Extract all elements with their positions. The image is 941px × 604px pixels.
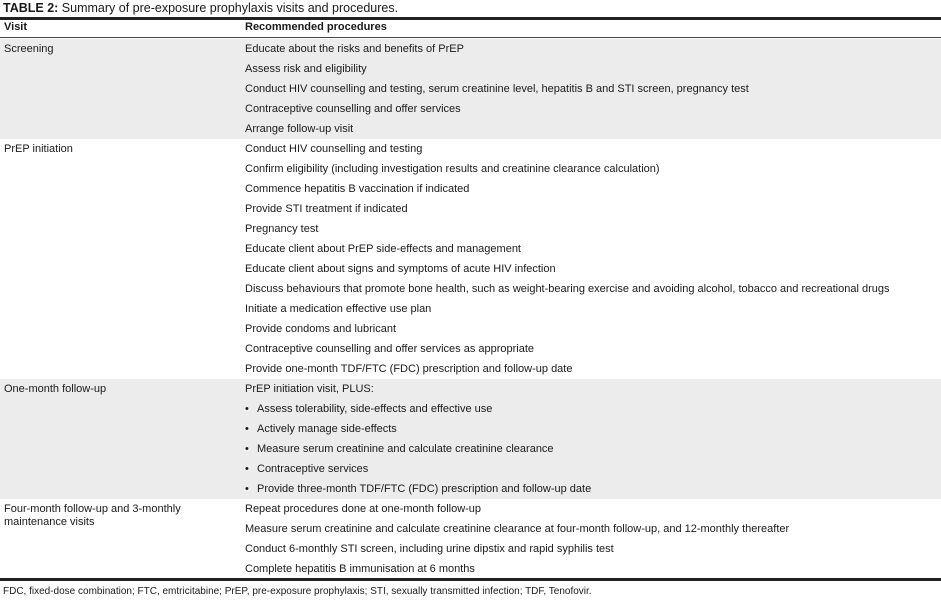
procedure-text: Assess tolerability, side-effects and ef… xyxy=(257,403,493,415)
caption-text: Summary of pre-exposure prophylaxis visi… xyxy=(58,1,399,15)
table-row-group: Four-month follow-up and 3-monthly maint… xyxy=(0,499,941,579)
procedure-text: Arrange follow-up visit xyxy=(245,123,354,135)
bottom-rule xyxy=(0,578,941,581)
procedure-item: Conduct 6-monthly STI screen, including … xyxy=(245,539,789,559)
bullet-icon: • xyxy=(245,463,249,475)
visit-cell: Screening xyxy=(4,43,54,55)
procedure-item: • Actively manage side-effects xyxy=(245,419,591,439)
procedure-text: Contraceptive counselling and offer serv… xyxy=(245,103,461,115)
procedure-text: Educate client about signs and symptoms … xyxy=(245,263,556,275)
procedure-text: Conduct HIV counselling and testing, ser… xyxy=(245,83,749,95)
procedure-text: Confirm eligibility (including investiga… xyxy=(245,163,660,175)
bullet-icon: • xyxy=(245,403,249,415)
procedure-text: Actively manage side-effects xyxy=(257,423,397,435)
procedure-text: Measure serum creatinine and calculate c… xyxy=(257,443,554,455)
procedure-text: Conduct HIV counselling and testing xyxy=(245,143,423,155)
procedure-item: Confirm eligibility (including investiga… xyxy=(245,159,890,179)
procedure-item: Contraceptive counselling and offer serv… xyxy=(245,99,749,119)
procedure-item: Provide STI treatment if indicated xyxy=(245,199,890,219)
procedure-item: • Assess tolerability, side-effects and e… xyxy=(245,399,591,419)
procedure-text: Discuss behaviours that promote bone hea… xyxy=(245,283,890,295)
procedure-text: Assess risk and eligibility xyxy=(245,63,367,75)
procedure-item: Assess risk and eligibility xyxy=(245,59,749,79)
procedure-item: PrEP initiation visit, PLUS: xyxy=(245,379,591,399)
procedure-item: Repeat procedures done at one-month foll… xyxy=(245,499,789,519)
procedure-item: • Contraceptive services xyxy=(245,459,591,479)
procedure-item: Educate about the risks and benefits of … xyxy=(245,39,749,59)
procedure-text: Contraceptive services xyxy=(257,463,369,475)
header-procedures: Recommended procedures xyxy=(245,21,387,33)
procedure-item: • Measure serum creatinine and calculate … xyxy=(245,439,591,459)
procedure-item: Complete hepatitis B immunisation at 6 m… xyxy=(245,559,789,579)
procedure-item: • Provide three-month TDF/FTC (FDC) presc… xyxy=(245,479,591,499)
table-row-group: PrEP initiation Conduct HIV counselling a… xyxy=(0,139,941,379)
table-caption: TABLE 2: Summary of pre-exposure prophyl… xyxy=(3,1,398,15)
procedure-item: Provide condoms and lubricant xyxy=(245,319,890,339)
procedure-item: Commence hepatitis B vaccination if indi… xyxy=(245,179,890,199)
procedure-text: Provide condoms and lubricant xyxy=(245,323,397,335)
procedure-text: Educate client about PrEP side-effects a… xyxy=(245,243,521,255)
header-visit: Visit xyxy=(4,21,28,33)
visit-cell: Four-month follow-up and 3-monthly maint… xyxy=(4,503,181,528)
table-row-group: Screening Educate about the risks and ben… xyxy=(0,39,941,139)
procedure-text: Provide STI treatment if indicated xyxy=(245,203,408,215)
procedure-item: Provide one-month TDF/FTC (FDC) prescrip… xyxy=(245,359,890,379)
procedure-item: Conduct HIV counselling and testing xyxy=(245,139,890,159)
procedure-text: Contraceptive counselling and offer serv… xyxy=(245,343,535,355)
procedure-text: Commence hepatitis B vaccination if indi… xyxy=(245,183,470,195)
procedure-text: Educate about the risks and benefits of … xyxy=(245,43,464,55)
bullet-icon: • xyxy=(245,483,249,495)
procedure-text: Measure serum creatinine and calculate c… xyxy=(245,523,790,535)
procedure-text: Provide three-month TDF/FTC (FDC) prescr… xyxy=(257,483,592,495)
procedure-text: Repeat procedures done at one-month foll… xyxy=(245,503,482,515)
procedures-cell: Repeat procedures done at one-month foll… xyxy=(245,499,789,579)
caption-label: TABLE 2: xyxy=(3,1,59,15)
procedure-item: Discuss behaviours that promote bone hea… xyxy=(245,279,890,299)
header-rule xyxy=(0,37,941,38)
procedure-text: Initiate a medication effective use plan xyxy=(245,303,432,315)
procedure-item: Pregnancy test xyxy=(245,219,890,239)
table-row-group: One-month follow-up PrEP initiation visit… xyxy=(0,379,941,499)
footnote: FDC, fixed-dose combination; FTC, emtric… xyxy=(3,586,592,597)
procedure-text: PrEP initiation visit, PLUS: xyxy=(245,383,374,395)
procedure-item: Conduct HIV counselling and testing, ser… xyxy=(245,79,749,99)
bullet-icon: • xyxy=(245,443,249,455)
procedures-cell: PrEP initiation visit, PLUS: • Assess tole… xyxy=(245,379,591,499)
procedure-text: Pregnancy test xyxy=(245,223,319,235)
procedure-item: Educate client about PrEP side-effects a… xyxy=(245,239,890,259)
procedure-text: Provide one-month TDF/FTC (FDC) prescrip… xyxy=(245,363,573,375)
procedure-item: Arrange follow-up visit xyxy=(245,119,749,139)
visit-cell: One-month follow-up xyxy=(4,383,107,395)
visit-cell: PrEP initiation xyxy=(4,143,73,155)
procedure-item: Initiate a medication effective use plan xyxy=(245,299,890,319)
procedure-item: Measure serum creatinine and calculate c… xyxy=(245,519,789,539)
procedure-item: Contraceptive counselling and offer serv… xyxy=(245,339,890,359)
procedure-item: Educate client about signs and symptoms … xyxy=(245,259,890,279)
procedure-text: Complete hepatitis B immunisation at 6 m… xyxy=(245,563,475,575)
bullet-icon: • xyxy=(245,423,249,435)
procedure-text: Conduct 6-monthly STI screen, including … xyxy=(245,543,614,555)
procedures-cell: Educate about the risks and benefits of … xyxy=(245,39,749,139)
procedures-cell: Conduct HIV counselling and testing Confi… xyxy=(245,139,890,379)
top-rule xyxy=(0,17,941,20)
